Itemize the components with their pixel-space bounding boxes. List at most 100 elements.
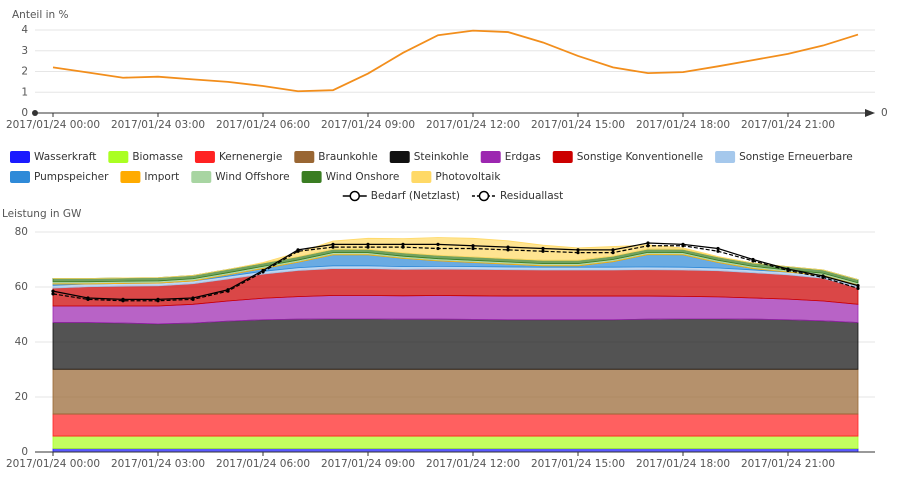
x-tick-label: 2017/01/24 21:00 xyxy=(741,458,835,470)
area xyxy=(52,318,859,370)
legend-swatch xyxy=(194,151,215,163)
x-tick-label: 2017/01/24 06:00 xyxy=(216,119,310,131)
y-tick-label: 4 xyxy=(21,24,28,36)
y-axis-label: Anteil in % xyxy=(12,9,68,21)
legend-swatch xyxy=(10,171,30,183)
point xyxy=(261,270,265,274)
area xyxy=(52,435,859,449)
y-tick-label: 40 xyxy=(15,336,28,348)
point xyxy=(576,248,580,252)
point xyxy=(296,249,300,253)
point xyxy=(366,245,370,249)
point xyxy=(541,246,545,251)
point xyxy=(471,244,475,248)
point xyxy=(646,241,650,245)
point xyxy=(121,299,125,303)
y-axis-label: Leistung in GW xyxy=(2,208,82,220)
point xyxy=(786,268,790,273)
point xyxy=(716,246,720,251)
y-tick-label: 2 xyxy=(21,66,28,78)
area xyxy=(53,237,859,280)
area xyxy=(52,448,859,453)
legend-label: Wasserkraft xyxy=(34,151,96,163)
point xyxy=(436,242,440,246)
axis-end-label: 0 xyxy=(881,107,888,119)
y-tick-label: 1 xyxy=(21,86,28,98)
point xyxy=(541,249,545,253)
x-tick-label: 2017/01/24 21:00 xyxy=(741,119,835,131)
point xyxy=(856,286,860,290)
x-tick-label: 2017/01/24 00:00 xyxy=(6,119,100,131)
y-tick-label: 0 xyxy=(21,446,28,458)
axis-origin xyxy=(32,110,38,116)
x-tick-label: 2017/01/24 18:00 xyxy=(636,119,730,131)
x-tick-label: 2017/01/24 00:00 xyxy=(6,458,100,470)
legend-swatch xyxy=(389,151,410,163)
point xyxy=(611,248,615,252)
point xyxy=(716,249,720,253)
area xyxy=(52,413,859,437)
x-tick-label: 2017/01/24 09:00 xyxy=(321,458,415,470)
x-tick-label: 2017/01/24 06:00 xyxy=(216,458,310,470)
x-tick-label: 2017/01/24 12:00 xyxy=(426,119,520,131)
x-tick-label: 2017/01/24 03:00 xyxy=(111,458,205,470)
legend-swatch xyxy=(301,171,322,183)
line xyxy=(52,242,859,300)
area xyxy=(52,368,859,415)
point xyxy=(331,242,335,246)
point xyxy=(86,297,90,301)
legend-label: Steinkohle xyxy=(414,151,469,163)
y-tick-label: 80 xyxy=(15,226,28,238)
legend-swatch xyxy=(191,171,212,183)
point xyxy=(191,297,195,301)
point xyxy=(51,292,55,296)
legend-label: Bedarf (Netzlast) xyxy=(371,190,460,202)
legend-swatch xyxy=(411,171,432,183)
legend-label: Braunkohle xyxy=(318,151,377,163)
legend-label: Sonstige Erneuerbare xyxy=(739,151,853,163)
legend-label: Sonstige Konventionelle xyxy=(577,151,703,163)
legend-swatch xyxy=(552,151,573,163)
legend-label: Kernenergie xyxy=(219,151,282,163)
x-tick-label: 2017/01/24 18:00 xyxy=(636,458,730,470)
point xyxy=(681,244,685,248)
point xyxy=(506,245,510,249)
y-tick-label: 0 xyxy=(21,107,28,119)
point xyxy=(821,275,825,279)
legend-swatch xyxy=(108,151,129,163)
point xyxy=(401,245,405,249)
y-tick-label: 3 xyxy=(21,45,28,57)
axis-arrow xyxy=(865,109,875,117)
line xyxy=(52,245,859,302)
point xyxy=(331,245,335,249)
legend-label: Residuallast xyxy=(500,190,563,202)
x-tick-label: 2017/01/24 09:00 xyxy=(321,119,415,131)
point xyxy=(366,242,370,246)
legend-swatch xyxy=(120,171,141,183)
point xyxy=(471,246,475,251)
legend-swatch xyxy=(294,151,315,163)
point xyxy=(856,284,860,288)
line xyxy=(52,29,859,93)
legend-label: Biomasse xyxy=(132,151,183,163)
y-tick-label: 20 xyxy=(15,391,28,403)
legend-swatch xyxy=(480,151,501,163)
legend-marker xyxy=(478,190,490,202)
point xyxy=(226,289,230,293)
y-tick-label: 60 xyxy=(15,281,28,293)
x-tick-label: 2017/01/24 12:00 xyxy=(426,458,520,470)
legend-swatch xyxy=(715,151,736,163)
legend-label: Erdgas xyxy=(505,151,541,163)
legend-label: Wind Onshore xyxy=(326,171,400,183)
x-tick-label: 2017/01/24 15:00 xyxy=(531,119,625,131)
point xyxy=(401,242,405,246)
point xyxy=(646,244,650,248)
legend-swatch xyxy=(10,151,30,163)
legend-label: Pumpspeicher xyxy=(34,171,109,183)
point xyxy=(506,248,510,252)
point xyxy=(51,289,55,293)
legend-marker xyxy=(349,190,360,202)
x-tick-label: 2017/01/24 03:00 xyxy=(111,119,205,131)
point xyxy=(576,251,580,255)
